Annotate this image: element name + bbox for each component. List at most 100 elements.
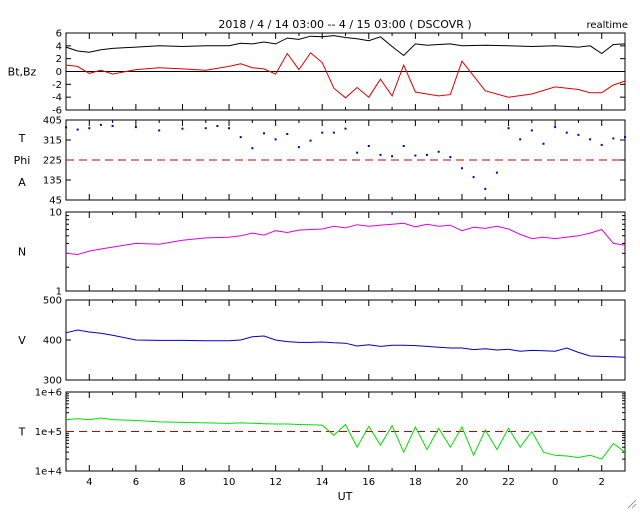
x-axis-label: UT xyxy=(338,490,353,503)
panel-n: 10 1 N xyxy=(18,208,626,298)
y-tick-label: 300 xyxy=(43,376,62,387)
y-tick-label: 1e+5 xyxy=(35,427,62,438)
data-point xyxy=(565,131,568,134)
data-point xyxy=(134,126,137,129)
y-tick-label: 315 xyxy=(43,136,62,147)
x-tick-label: 2 xyxy=(599,477,605,488)
y-tick-label: 1e+6 xyxy=(35,388,62,399)
data-point xyxy=(65,126,67,129)
x-tick-label: 0 xyxy=(552,477,558,488)
data-point xyxy=(216,125,219,127)
x-tick-label: 22 xyxy=(502,477,515,488)
data-point xyxy=(344,127,347,130)
data-point xyxy=(402,145,405,147)
x-tick-label: 20 xyxy=(456,477,469,488)
data-point xyxy=(589,138,592,141)
y-axis-label: T xyxy=(18,132,26,145)
x-tick-label: 6 xyxy=(133,477,139,488)
data-point xyxy=(251,147,254,150)
x-tick-label: 10 xyxy=(223,477,236,488)
y-tick-label: 4 xyxy=(56,41,62,52)
data-point xyxy=(181,127,184,130)
data-point xyxy=(356,151,359,154)
y-axis-label: Bt,Bz xyxy=(8,66,37,79)
data-point xyxy=(472,176,475,179)
series-v-line xyxy=(65,329,626,358)
data-point xyxy=(367,145,370,147)
x-tick-label: 12 xyxy=(269,477,282,488)
y-axis-label: T xyxy=(18,426,26,439)
y-tick-label: -4 xyxy=(52,93,62,104)
y-tick-label: 2 xyxy=(56,54,62,65)
y-tick-label: 400 xyxy=(43,336,62,347)
y-tick-label: 0 xyxy=(56,67,62,78)
x-tick-label: 18 xyxy=(409,477,422,488)
data-point xyxy=(228,127,231,130)
data-point xyxy=(519,138,522,141)
y-axis-label: Phi xyxy=(14,154,31,167)
y-tick-label: 6 xyxy=(56,29,62,40)
series-bz-line xyxy=(65,52,626,99)
data-point xyxy=(309,139,312,142)
y-tick-label: 1 xyxy=(56,287,62,298)
data-point xyxy=(204,127,207,130)
data-point xyxy=(530,129,533,132)
data-point xyxy=(437,150,440,153)
y-axis-label: A xyxy=(18,176,26,189)
x-tick-label: 16 xyxy=(362,477,375,488)
data-point xyxy=(332,131,335,134)
data-point xyxy=(507,127,510,130)
data-point xyxy=(414,154,417,157)
data-point xyxy=(111,125,114,127)
data-point xyxy=(460,167,463,170)
y-tick-label: 135 xyxy=(43,176,62,187)
x-tick-label: 14 xyxy=(316,477,329,488)
panel-bt-bz: 64 2 0 -2 -4 -6 Bt,Bz xyxy=(8,29,626,117)
data-point xyxy=(542,142,545,145)
resize-grip-icon xyxy=(627,499,637,509)
chart-title: 2018 / 4 / 14 03:00 -- 4 / 15 03:00 ( DS… xyxy=(218,18,471,31)
data-point xyxy=(286,133,289,135)
data-point xyxy=(391,155,394,158)
data-point xyxy=(262,132,265,135)
y-tick-label: 405 xyxy=(43,116,62,127)
y-tick-label: -6 xyxy=(52,106,62,117)
data-point xyxy=(554,126,557,129)
data-point xyxy=(99,123,102,126)
data-point xyxy=(600,143,603,146)
y-tick-label: 45 xyxy=(49,196,62,207)
series-n-line xyxy=(65,222,626,256)
y-tick-label: -2 xyxy=(52,80,62,91)
data-point xyxy=(426,153,429,156)
data-point xyxy=(379,153,382,156)
series-t-line xyxy=(65,417,626,460)
x-tick-label: 8 xyxy=(179,477,185,488)
panel-phi: 405 315 225 135 45 T Phi A xyxy=(14,116,626,207)
data-point xyxy=(321,131,324,134)
panel-v: 500 400 300 V xyxy=(18,296,626,387)
data-point xyxy=(577,133,580,136)
y-tick-label: 225 xyxy=(43,156,62,167)
panel-frame xyxy=(65,211,626,292)
data-point xyxy=(624,136,626,139)
data-point xyxy=(76,128,79,131)
data-point xyxy=(495,171,498,174)
data-point xyxy=(297,146,300,149)
x-tick-label: 4 xyxy=(86,477,92,488)
data-point xyxy=(239,136,242,139)
data-point xyxy=(449,156,452,159)
realtime-tag: realtime xyxy=(586,20,628,31)
data-point xyxy=(158,129,161,132)
y-axis-label: V xyxy=(18,334,26,347)
data-point xyxy=(612,137,615,140)
data-point xyxy=(274,138,277,141)
y-tick-label: 10 xyxy=(49,208,62,219)
y-tick-label: 1e+4 xyxy=(35,467,62,478)
data-point xyxy=(484,187,487,190)
y-tick-label: 500 xyxy=(43,296,62,307)
y-axis-label: N xyxy=(18,246,26,259)
series-bt-line xyxy=(65,35,626,57)
data-point xyxy=(88,127,91,130)
panel-t: 1e+6 1e+5 1e+4 T xyxy=(18,388,626,478)
